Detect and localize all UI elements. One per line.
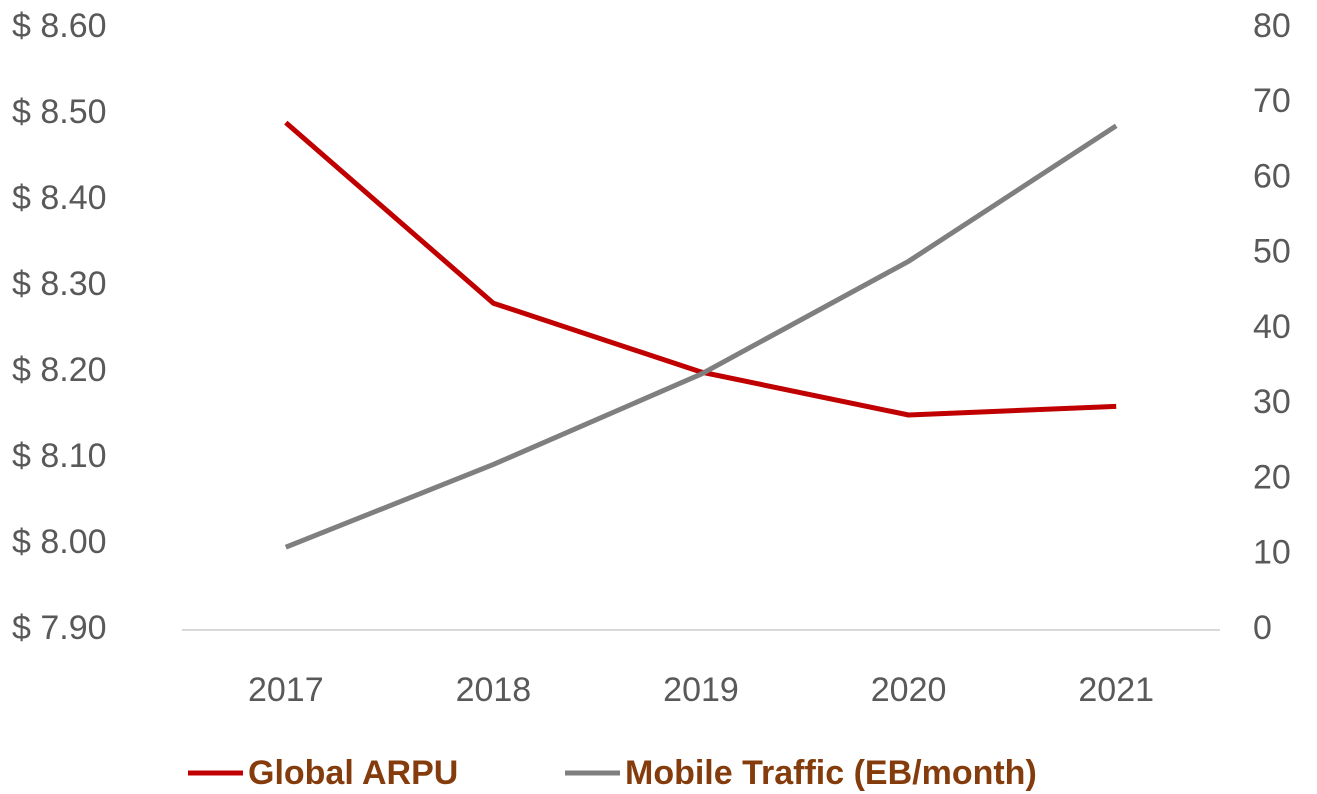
y2-tick-label: 80 <box>1253 7 1291 45</box>
x-tick-label: 2018 <box>456 671 532 709</box>
y2-tick-label: 70 <box>1253 82 1291 120</box>
y-tick-label: $ 8.30 <box>12 265 107 303</box>
y-tick-label: $ 8.00 <box>12 523 107 561</box>
x-tick-label: 2019 <box>663 671 739 709</box>
y-tick-label: $ 8.60 <box>12 7 107 45</box>
y2-tick-label: 40 <box>1253 308 1291 346</box>
legend-label: Global ARPU <box>248 754 458 792</box>
x-tick-label: 2021 <box>1078 671 1154 709</box>
series-line <box>284 123 1118 550</box>
series-line <box>284 120 1117 418</box>
y2-tick-label: 50 <box>1253 233 1291 271</box>
legend-label: Mobile Traffic (EB/month) <box>625 754 1037 792</box>
y-tick-label: $ 8.20 <box>12 351 107 389</box>
y-tick-label: $ 8.40 <box>12 179 107 217</box>
y-tick-label: $ 7.90 <box>12 609 107 647</box>
y-tick-label: $ 8.50 <box>12 93 107 131</box>
y2-tick-label: 20 <box>1253 458 1291 496</box>
x-tick-label: 2017 <box>248 671 324 709</box>
y2-tick-label: 0 <box>1253 609 1272 647</box>
y2-tick-label: 30 <box>1253 383 1291 421</box>
x-tick-label: 2020 <box>871 671 947 709</box>
y2-tick-label: 60 <box>1253 157 1291 195</box>
y2-tick-label: 10 <box>1253 534 1291 572</box>
y-tick-label: $ 8.10 <box>12 437 107 475</box>
